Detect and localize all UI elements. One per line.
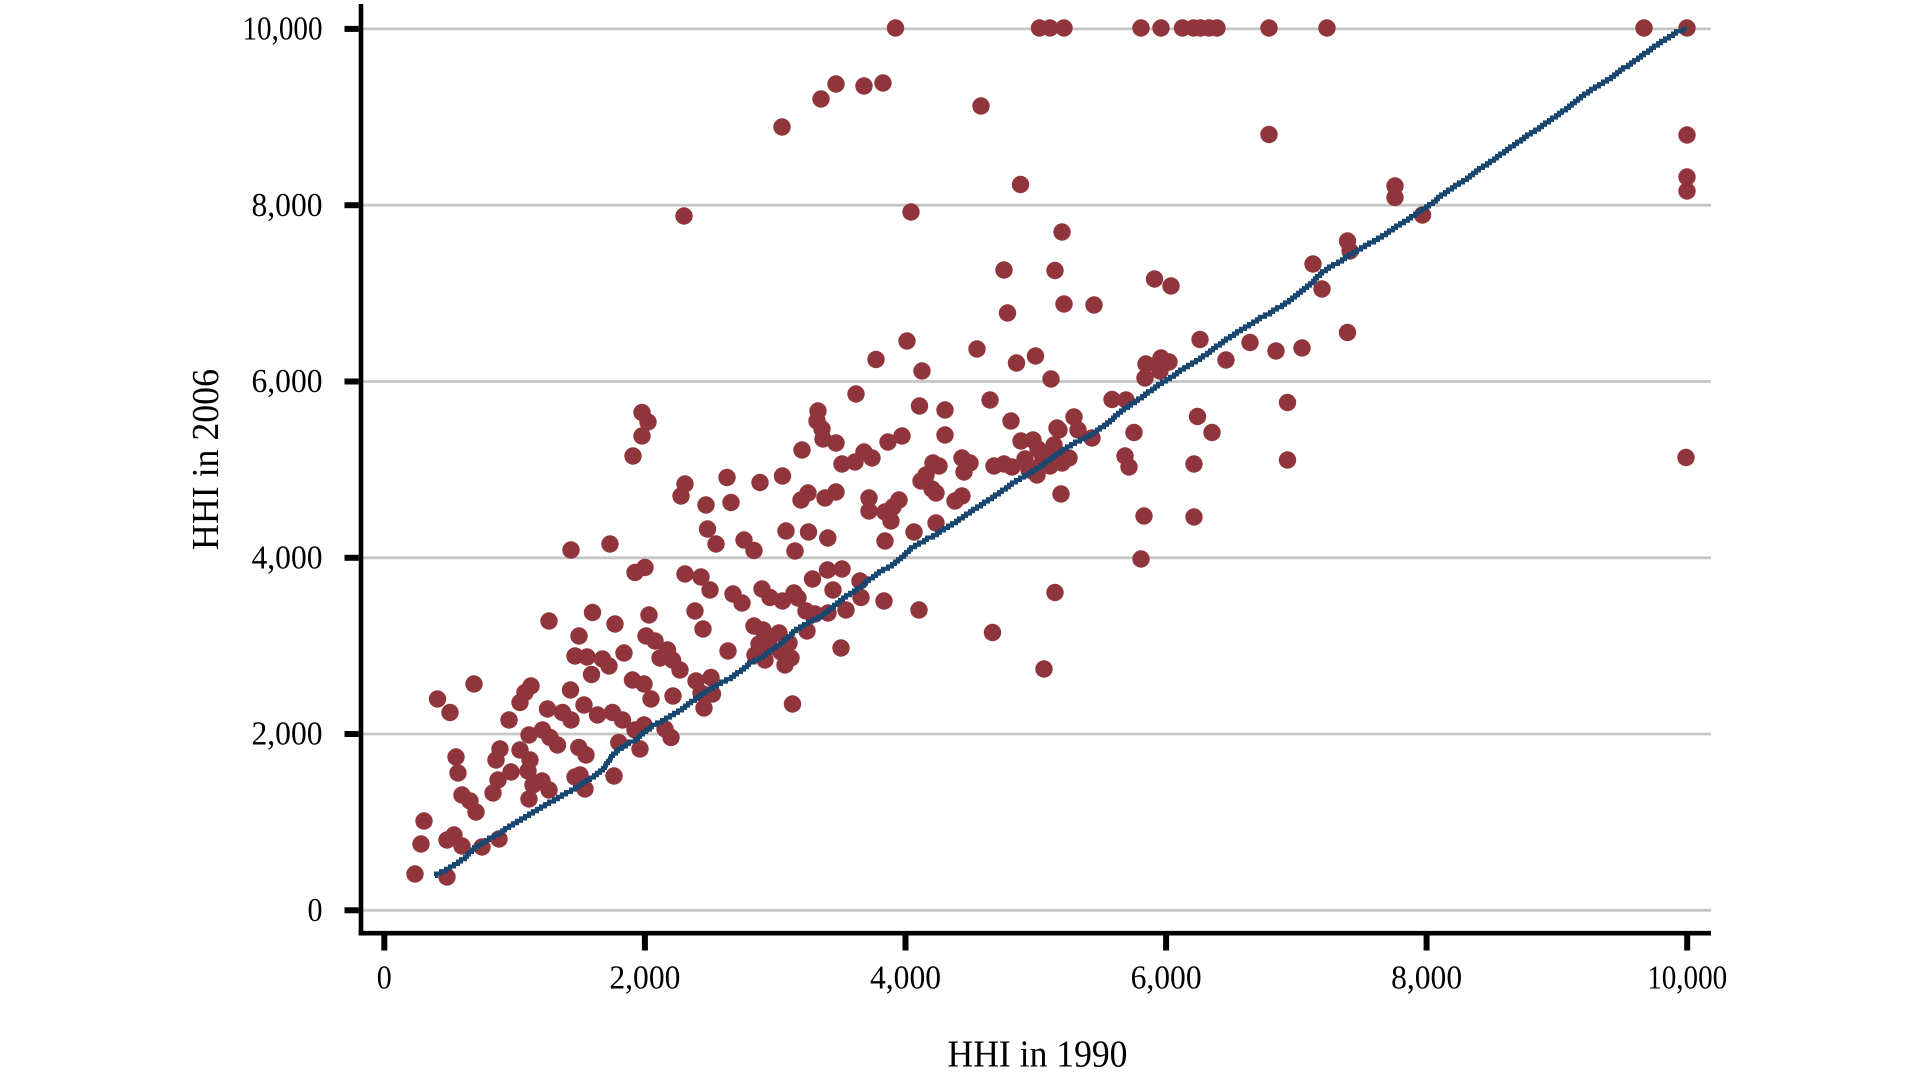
svg-text:10,000: 10,000 — [1647, 960, 1727, 997]
svg-text:0: 0 — [377, 960, 392, 997]
svg-text:6,000: 6,000 — [1131, 960, 1202, 997]
svg-text:8,000: 8,000 — [252, 187, 323, 224]
svg-text:4,000: 4,000 — [870, 960, 941, 997]
svg-text:2,000: 2,000 — [609, 960, 680, 997]
svg-text:0: 0 — [308, 892, 323, 929]
svg-text:2,000: 2,000 — [252, 716, 323, 753]
svg-text:8,000: 8,000 — [1391, 960, 1462, 997]
svg-text:4,000: 4,000 — [252, 540, 323, 577]
svg-text:HHI in 2006: HHI in 2006 — [185, 369, 227, 550]
svg-text:HHI in 1990: HHI in 1990 — [948, 1033, 1128, 1075]
svg-text:6,000: 6,000 — [252, 363, 323, 400]
svg-text:10,000: 10,000 — [243, 11, 323, 48]
